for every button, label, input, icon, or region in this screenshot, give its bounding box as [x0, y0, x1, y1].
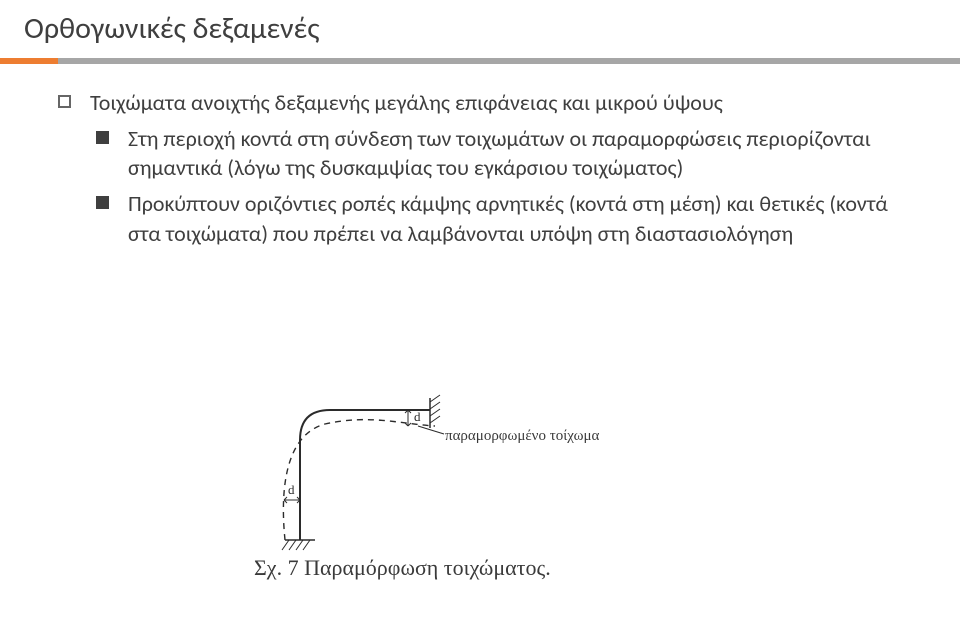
- diagram: d d παραμορφωμένο τοίχωμα Σχ. 7 Παραμόρφ…: [230, 380, 730, 595]
- bullet-level2: Προκύπτουν οριζόντιες ροπές κάμψης αρνητ…: [96, 189, 898, 248]
- slide-body: Τοιχώματα ανοιχτής δεξαμενής μεγάλης επι…: [58, 88, 898, 254]
- offset-label-d2: d: [288, 482, 295, 497]
- figure-caption: Σχ. 7 Παραμόρφωση τοιχώματος.: [254, 555, 551, 581]
- accent-grey-segment: [58, 58, 960, 64]
- bullet-level1: Τοιχώματα ανοιχτής δεξαμενής μεγάλης επι…: [58, 88, 898, 118]
- slide-title: Ορθογωνικές δεξαμενές: [24, 10, 320, 47]
- bullet-level2: Στη περιοχή κοντά στη σύνδεση των τοιχωμ…: [96, 124, 898, 183]
- accent-orange-segment: [0, 58, 58, 64]
- diagram-label: παραμορφωμένο τοίχωμα: [445, 428, 599, 445]
- offset-label-d1: d: [414, 409, 421, 424]
- accent-line: [0, 58, 960, 64]
